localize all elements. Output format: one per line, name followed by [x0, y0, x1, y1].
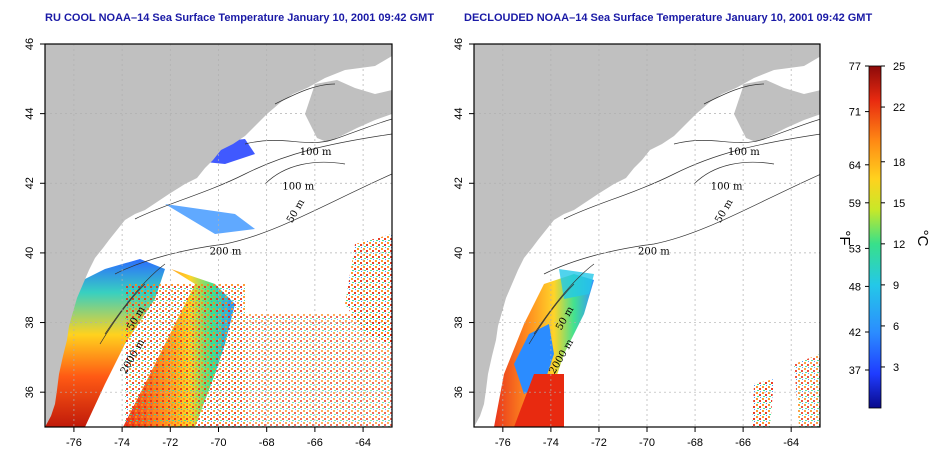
contour-label: 200 m: [638, 247, 670, 258]
fahrenheit-tick-label: 53: [849, 243, 861, 255]
right-map-frame: [473, 43, 821, 428]
lon-tick-label: -64: [783, 437, 799, 449]
lat-tick-label: 38: [24, 316, 36, 328]
lon-tick-label: -72: [162, 437, 178, 449]
lon-tick-label: -76: [495, 437, 511, 449]
right-bathymetry-contours: [528, 83, 820, 345]
celsius-tick-label: 3: [893, 362, 899, 374]
left-panel-title: RU COOL NOAA–14 Sea Surface Temperature …: [45, 12, 435, 24]
right-map-panel: [474, 44, 820, 427]
fahrenheit-tick-label: 77: [849, 61, 861, 73]
contour-label: 100 m: [300, 147, 332, 158]
celsius-tick-label: 12: [893, 239, 905, 251]
fahrenheit-tick-label: 48: [849, 281, 861, 293]
lat-tick-label: 44: [24, 108, 36, 120]
lon-tick-label: -68: [687, 437, 703, 449]
lat-tick-label: 42: [453, 177, 465, 189]
lon-tick-label: -74: [114, 437, 130, 449]
fahrenheit-tick-label: 42: [849, 327, 861, 339]
lon-tick-label: -66: [735, 437, 751, 449]
lon-tick-label: -68: [259, 437, 275, 449]
lon-tick-label: -66: [307, 437, 323, 449]
colorbar-ticks: 25 77 22 71 18 64 15 59 12 53 9 48 6 42 3 37: [849, 61, 906, 377]
celsius-tick-label: 9: [893, 280, 899, 292]
contour-label: 100 m: [711, 182, 743, 193]
lon-tick-label: -72: [591, 437, 607, 449]
celsius-tick-label: 6: [893, 321, 899, 333]
lat-tick-label: 40: [453, 247, 465, 259]
celsius-tick-label: 15: [893, 198, 905, 210]
temperature-colorbar: [868, 65, 882, 409]
lat-tick-label: 46: [24, 38, 36, 50]
celsius-tick-label: 22: [893, 102, 905, 114]
left-map-frame: [44, 43, 393, 428]
left-map-panel: [45, 44, 392, 427]
celsius-tick-label: 18: [893, 157, 905, 169]
colorbar-unit-c: °C: [914, 230, 931, 247]
contour-label: 200 m: [210, 247, 242, 258]
lat-tick-label: 42: [24, 177, 36, 189]
right-panel-title: DECLOUDED NOAA–14 Sea Surface Temperatur…: [464, 12, 873, 24]
colorbar-unit-f: °F: [836, 230, 853, 245]
lon-tick-label: -70: [211, 437, 227, 449]
fahrenheit-tick-label: 37: [849, 365, 861, 377]
left-bathymetry-contours: [99, 83, 392, 345]
lat-tick-label: 38: [453, 316, 465, 328]
lon-tick-label: -74: [543, 437, 559, 449]
contour-label: 100 m: [728, 147, 760, 158]
lat-tick-label: 36: [453, 386, 465, 398]
celsius-tick-label: 25: [893, 61, 905, 73]
lat-tick-label: 46: [453, 38, 465, 50]
left-sst-overlay: [45, 94, 392, 427]
lon-tick-label: -76: [66, 437, 82, 449]
fahrenheit-tick-label: 64: [849, 160, 861, 172]
lon-tick-label: -64: [355, 437, 371, 449]
contour-label: 100 m: [282, 182, 314, 193]
lon-tick-label: -70: [639, 437, 655, 449]
lat-tick-label: 36: [24, 386, 36, 398]
lat-tick-label: 40: [24, 247, 36, 259]
fahrenheit-tick-label: 59: [849, 198, 861, 210]
fahrenheit-tick-label: 71: [849, 107, 861, 119]
lat-tick-label: 44: [453, 108, 465, 120]
